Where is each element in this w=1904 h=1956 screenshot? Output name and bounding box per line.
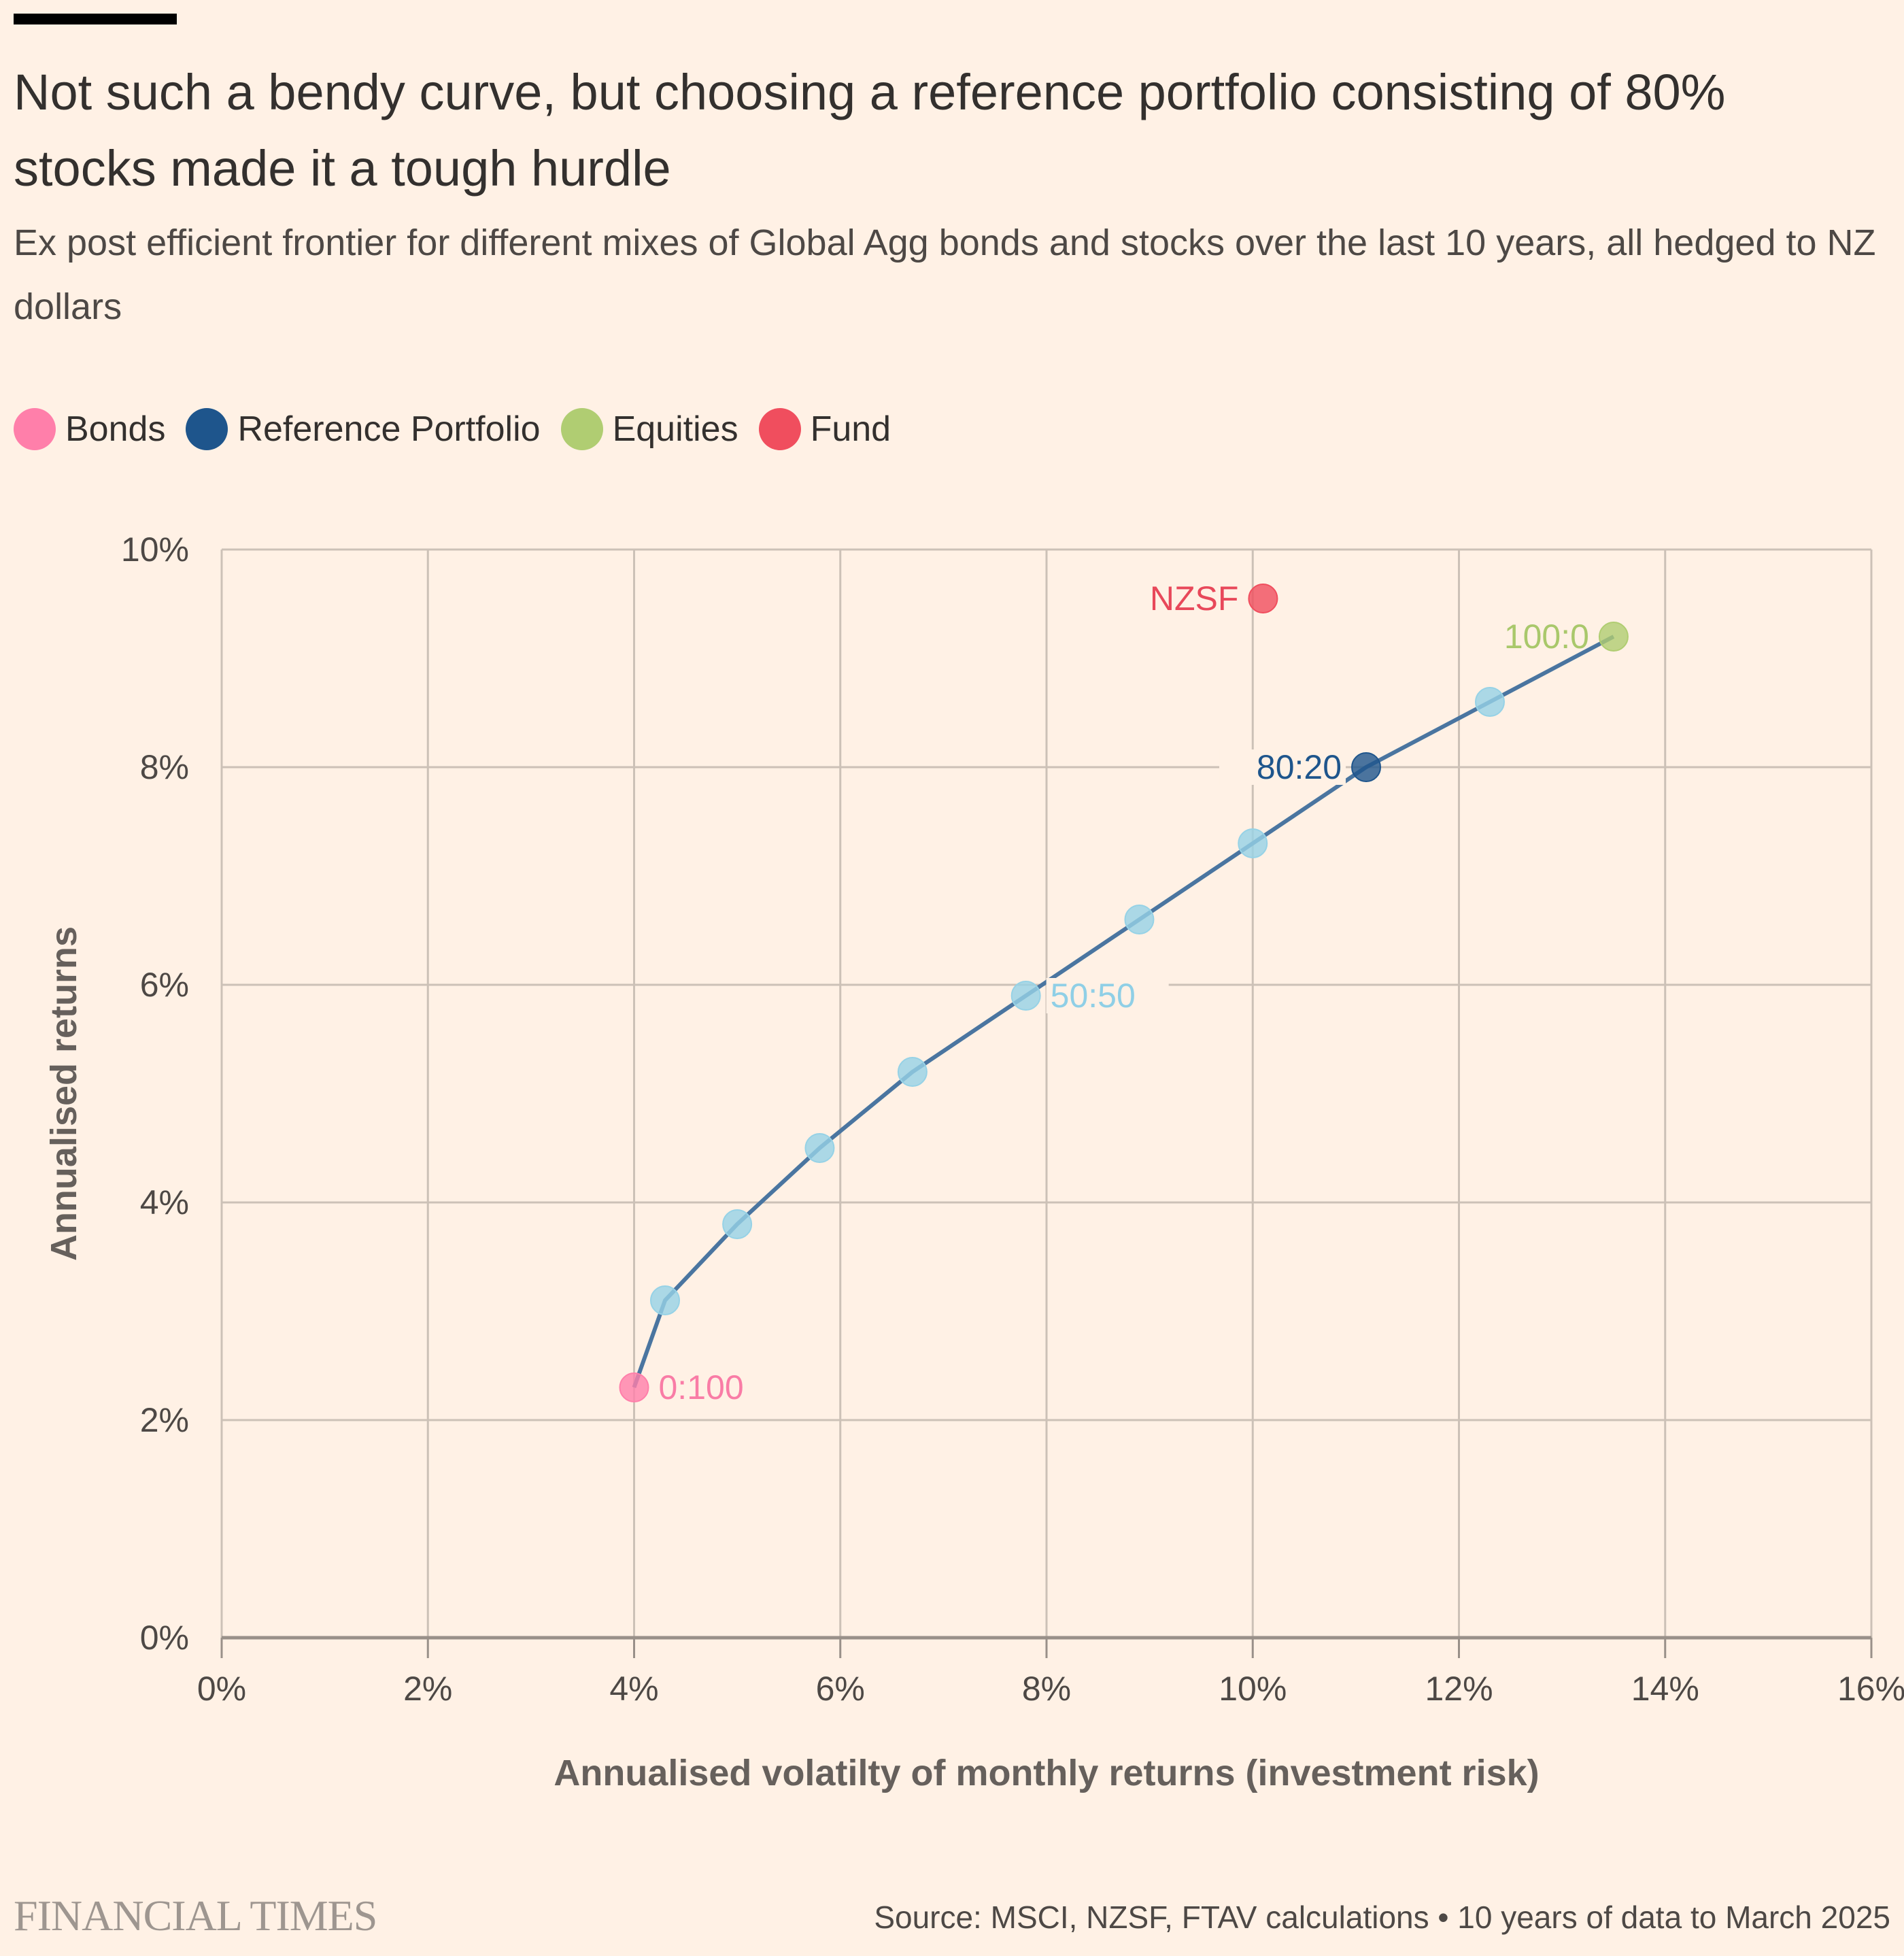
x-axis-title: Annualised volatilty of monthly returns …	[554, 1753, 1539, 1793]
x-axis: 0% 2% 4% 6% 8% 10% 12% 14% 16%	[197, 1638, 1904, 1708]
y-axis-title: Annualised returns	[44, 926, 84, 1261]
data-point-mix	[722, 1209, 753, 1239]
data-point-reference-portfolio	[1351, 752, 1382, 782]
source-note: Source: MSCI, NZSF, FTAV calculations • …	[874, 1900, 1890, 1935]
y-tick-label: 2%	[140, 1401, 189, 1439]
y-axis: 0% 2% 4% 6% 8% 10%	[121, 530, 189, 1657]
y-tick-label: 8%	[140, 748, 189, 786]
legend-swatch-reference-portfolio	[186, 408, 228, 450]
ft-logo: FINANCIAL TIMES	[14, 1891, 377, 1940]
legend-item-bonds: Bonds	[14, 408, 165, 450]
x-tick-label: 6%	[816, 1670, 865, 1708]
legend-label: Fund	[810, 409, 891, 449]
y-tick-label: 4%	[140, 1183, 189, 1221]
legend-label: Bonds	[65, 409, 166, 449]
legend-item-fund: Fund	[758, 408, 891, 450]
data-point-mix	[1474, 687, 1505, 717]
data-point-mix	[804, 1133, 835, 1163]
data-point-mix	[897, 1057, 928, 1087]
scatter-chart: 0% 2% 4% 6% 8% 10% 12% 14% 16% 0% 2% 4% 6% 8% 10% Ann…	[44, 530, 1904, 1793]
chart-subtitle: Ex post efficient frontier for different…	[14, 222, 1876, 327]
x-tick-label: 0%	[197, 1670, 246, 1708]
legend-item-equities: Equities	[560, 408, 738, 450]
point-label: 50:50	[1051, 977, 1136, 1015]
x-tick-label: 16%	[1837, 1670, 1904, 1708]
label-background	[1219, 749, 1346, 785]
point-labels: 0:100 50:50 80:20 100:0 NZSF	[654, 579, 1589, 1406]
ft-top-bar	[14, 14, 177, 24]
label-background	[1046, 978, 1169, 1013]
legend: Bonds Reference Portfolio Equities Fund	[14, 408, 911, 450]
point-label: 100:0	[1504, 618, 1589, 656]
x-tick-label: 4%	[609, 1670, 658, 1708]
data-point-fund	[1248, 584, 1278, 613]
data-point-mix	[1010, 981, 1041, 1011]
legend-swatch-bonds	[14, 408, 56, 450]
y-tick-label: 0%	[140, 1619, 189, 1657]
x-tick-label: 14%	[1631, 1670, 1699, 1708]
legend-swatch-equities	[560, 408, 603, 450]
y-tick-label: 6%	[140, 966, 189, 1004]
x-tick-label: 8%	[1022, 1670, 1071, 1708]
data-point-equities	[1598, 622, 1629, 652]
data-points	[619, 584, 1629, 1402]
x-tick-label: 12%	[1425, 1670, 1493, 1708]
data-point-mix	[649, 1285, 680, 1315]
point-label: 0:100	[659, 1368, 744, 1406]
chart-title: Not such a bendy curve, but choosing a r…	[14, 64, 1726, 197]
legend-label: Equities	[612, 409, 738, 449]
legend-swatch-fund	[758, 408, 801, 450]
legend-label: Reference Portfolio	[237, 409, 541, 449]
x-tick-label: 10%	[1219, 1670, 1287, 1708]
data-point-mix	[1238, 828, 1268, 858]
label-background	[654, 1370, 777, 1405]
y-tick-label: 10%	[121, 530, 189, 569]
x-tick-label: 2%	[403, 1670, 452, 1708]
data-point-mix	[1124, 905, 1155, 934]
data-point-bonds	[619, 1372, 649, 1402]
legend-item-reference-portfolio: Reference Portfolio	[186, 408, 541, 450]
point-label: 80:20	[1257, 748, 1342, 786]
point-label: NZSF	[1150, 579, 1239, 618]
gridlines	[220, 548, 1873, 1640]
